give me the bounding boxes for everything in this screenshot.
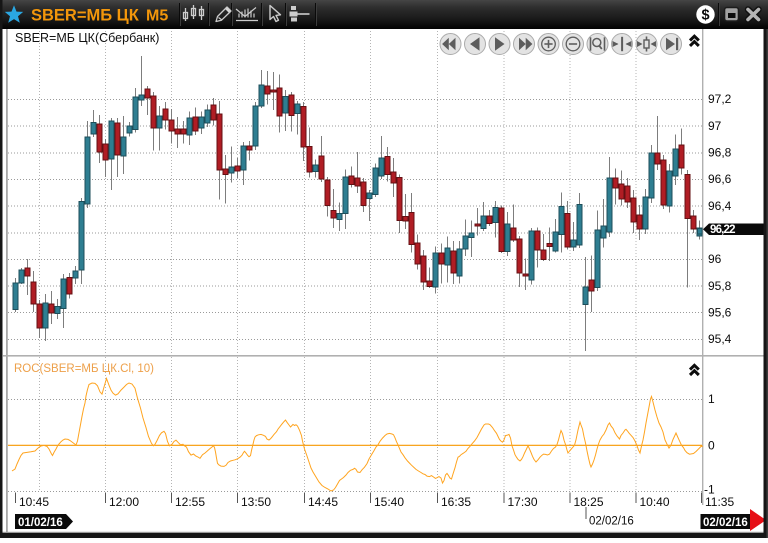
svg-text:96,8: 96,8 bbox=[708, 146, 732, 160]
svg-text:ROC(SBER=МБ ЦК.Cl, 10): ROC(SBER=МБ ЦК.Cl, 10) bbox=[14, 363, 154, 375]
svg-text:02/02/16: 02/02/16 bbox=[703, 517, 748, 529]
svg-text:10:40: 10:40 bbox=[640, 495, 670, 509]
svg-text:96,22: 96,22 bbox=[710, 224, 736, 236]
svg-text:12:00: 12:00 bbox=[109, 495, 139, 509]
svg-text:96: 96 bbox=[708, 252, 722, 266]
svg-text:17:30: 17:30 bbox=[508, 495, 538, 509]
svg-text:96,4: 96,4 bbox=[708, 199, 732, 213]
svg-text:10:45: 10:45 bbox=[19, 495, 49, 509]
svg-text:95,4: 95,4 bbox=[708, 332, 732, 346]
svg-text:$: $ bbox=[701, 8, 709, 24]
svg-text:15:40: 15:40 bbox=[374, 495, 404, 509]
svg-text:02/02/16: 02/02/16 bbox=[589, 516, 634, 528]
svg-text:11:35: 11:35 bbox=[705, 495, 734, 509]
svg-text:0: 0 bbox=[708, 439, 715, 453]
svg-text:14:45: 14:45 bbox=[308, 495, 338, 509]
svg-text:М5: М5 bbox=[146, 8, 168, 25]
svg-text:12:55: 12:55 bbox=[175, 495, 205, 509]
svg-text:SBER=МБ ЦК: SBER=МБ ЦК bbox=[31, 7, 140, 25]
svg-text:01/02/16: 01/02/16 bbox=[18, 517, 63, 529]
svg-text:95,6: 95,6 bbox=[708, 305, 732, 319]
svg-text:97: 97 bbox=[708, 119, 722, 133]
svg-text:13:50: 13:50 bbox=[241, 495, 271, 509]
svg-text:97,2: 97,2 bbox=[708, 92, 732, 106]
svg-text:16:35: 16:35 bbox=[441, 495, 471, 509]
svg-text:SBER=МБ ЦК(Сбербанк): SBER=МБ ЦК(Сбербанк) bbox=[15, 31, 159, 45]
svg-text:95,8: 95,8 bbox=[708, 279, 732, 293]
svg-text:18:25: 18:25 bbox=[574, 495, 604, 509]
svg-text:1: 1 bbox=[708, 392, 715, 406]
svg-text:96,6: 96,6 bbox=[708, 172, 732, 186]
